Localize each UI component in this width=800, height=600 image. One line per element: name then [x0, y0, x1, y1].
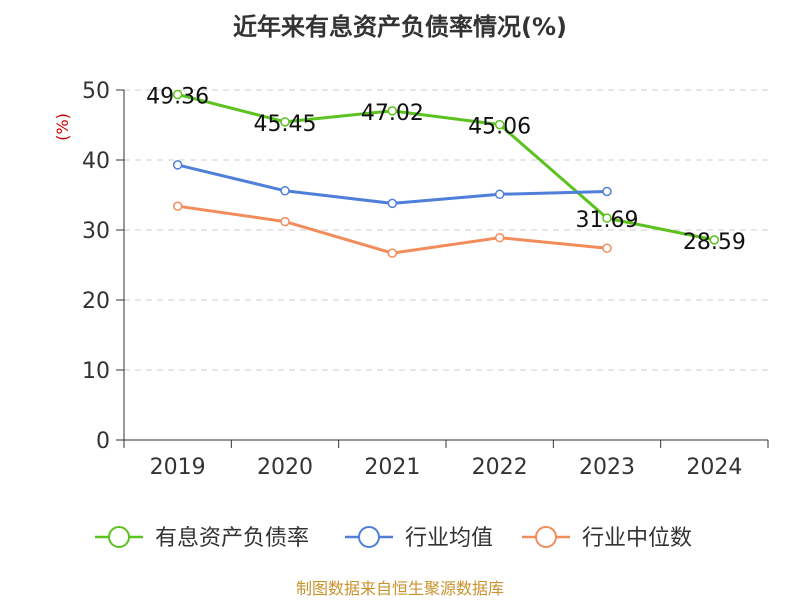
y-tick-label: 50: [82, 79, 110, 104]
legend-marker: [535, 526, 557, 548]
legend-marker: [358, 526, 380, 548]
legend-label: 有息资产负债率: [155, 526, 309, 551]
data-point: [494, 189, 505, 200]
data-point: [494, 232, 505, 243]
data-label: 31.69: [576, 208, 639, 233]
data-point: [387, 106, 398, 116]
legend-marker: [108, 526, 130, 548]
x-tick-label: 2024: [686, 455, 742, 480]
data-label: 49.36: [146, 84, 209, 109]
data-point: [280, 216, 290, 227]
y-tick-label: 10: [82, 359, 110, 384]
x-tick-label: 2022: [472, 455, 528, 480]
data-point: [172, 89, 183, 100]
data-point: [172, 160, 183, 170]
y-tick-label: 0: [96, 429, 110, 454]
data-point: [602, 213, 612, 223]
source-note: 制图数据来自恒生聚源数据库: [296, 579, 504, 598]
data-label: 47.02: [361, 101, 424, 126]
data-point: [494, 119, 505, 130]
data-point: [709, 235, 720, 245]
data-point: [387, 198, 398, 209]
data-label: 45.06: [468, 115, 531, 140]
legend: 有息资产负债率 行业均值 行业中位数: [95, 526, 692, 551]
data-point: [172, 201, 183, 211]
y-tick-label: 20: [82, 289, 110, 314]
legend-label: 行业均值: [405, 526, 493, 551]
data-point: [280, 117, 290, 127]
data-label: 28.59: [683, 230, 746, 255]
x-tick-label: 2021: [364, 455, 420, 480]
data-point: [602, 186, 612, 197]
series-line-1: [177, 163, 608, 205]
x-tick-label: 2019: [150, 455, 206, 480]
data-point: [387, 248, 398, 258]
y-axis-unit: (%): [53, 113, 72, 141]
axes: 0 10 20 30 40 50 2019 2020 2021 2022 2023 2024: [82, 79, 769, 480]
y-tick-label: 40: [82, 149, 110, 174]
data-point: [602, 243, 612, 253]
data-point: [280, 186, 290, 196]
series-group: [172, 89, 720, 258]
y-tick-label: 30: [82, 219, 110, 244]
chart-title: 近年来有息资产负债率情况(%): [233, 13, 567, 41]
series-line-0: [177, 93, 715, 242]
data-label: 45.45: [254, 112, 317, 137]
gridlines: [124, 89, 768, 371]
x-tick-label: 2023: [579, 455, 635, 480]
x-tick-label: 2020: [257, 455, 313, 480]
data-labels: 49.36 45.45 47.02 45.06 31.69 28.59: [146, 84, 746, 254]
legend-label: 行业中位数: [582, 526, 692, 551]
